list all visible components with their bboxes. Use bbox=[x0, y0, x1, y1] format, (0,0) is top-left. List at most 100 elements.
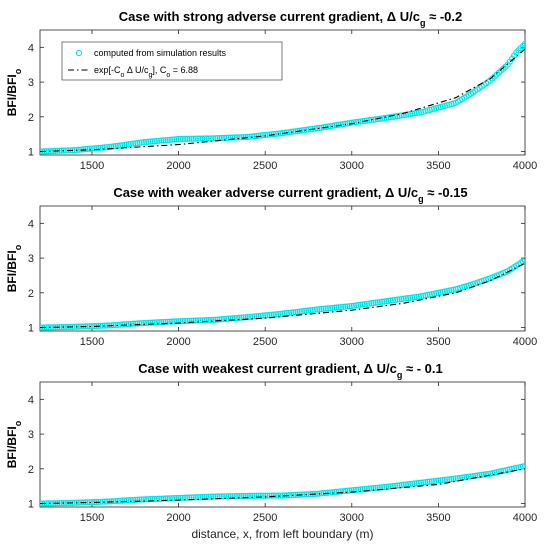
data-point bbox=[227, 315, 234, 322]
data-point bbox=[197, 494, 204, 501]
data-point bbox=[359, 486, 366, 493]
data-point bbox=[197, 135, 204, 142]
data-point bbox=[127, 320, 135, 328]
data-point bbox=[223, 134, 230, 141]
data-point bbox=[151, 495, 158, 503]
data-point bbox=[236, 134, 243, 141]
data-point bbox=[192, 317, 199, 324]
data-point bbox=[240, 492, 247, 500]
x-tick-label: 3500 bbox=[426, 160, 450, 172]
data-point bbox=[190, 135, 197, 142]
data-point bbox=[381, 115, 388, 122]
x-tick-label: 2000 bbox=[166, 512, 190, 524]
data-point bbox=[327, 489, 334, 496]
data-point bbox=[186, 135, 193, 142]
data-point bbox=[80, 146, 87, 153]
data-point bbox=[95, 144, 102, 152]
data-point bbox=[394, 482, 401, 489]
data-point bbox=[439, 476, 446, 484]
data-point bbox=[140, 139, 148, 146]
data-point bbox=[396, 482, 403, 489]
data-point bbox=[413, 293, 420, 300]
data-point bbox=[480, 471, 487, 478]
data-point bbox=[242, 133, 249, 141]
data-point bbox=[134, 320, 141, 327]
data-point bbox=[119, 321, 126, 328]
data-point bbox=[147, 319, 154, 326]
data-point bbox=[340, 303, 347, 310]
data-point bbox=[409, 480, 416, 487]
data-point bbox=[467, 473, 474, 480]
legend-box bbox=[61, 41, 283, 81]
data-point bbox=[214, 316, 221, 323]
y-tick-label: 1 bbox=[28, 323, 34, 335]
data-point bbox=[465, 473, 472, 480]
data-point bbox=[385, 114, 392, 121]
data-point bbox=[311, 306, 319, 313]
data-point bbox=[259, 492, 267, 499]
data-point bbox=[363, 117, 371, 124]
data-point bbox=[391, 296, 399, 304]
data-point bbox=[127, 140, 135, 148]
data-point bbox=[363, 485, 371, 492]
data-point bbox=[383, 298, 390, 305]
data-point bbox=[153, 137, 161, 145]
data-point bbox=[391, 113, 399, 120]
data-point bbox=[381, 298, 388, 305]
data-point bbox=[292, 308, 299, 316]
data-point bbox=[337, 488, 345, 495]
data-point bbox=[190, 317, 197, 324]
series-exp-fit-line bbox=[40, 262, 525, 329]
data-point bbox=[210, 135, 217, 142]
data-point bbox=[409, 110, 416, 117]
data-point bbox=[251, 492, 258, 499]
data-point bbox=[212, 493, 219, 500]
data-point bbox=[184, 317, 191, 325]
data-point bbox=[398, 481, 405, 489]
data-point bbox=[374, 299, 381, 306]
data-point bbox=[396, 296, 403, 303]
data-point bbox=[130, 496, 137, 504]
data-point bbox=[361, 485, 368, 493]
data-point bbox=[181, 135, 189, 142]
data-point bbox=[201, 317, 208, 324]
data-point bbox=[201, 135, 208, 142]
data-point bbox=[134, 139, 141, 147]
data-point bbox=[205, 135, 212, 142]
data-point bbox=[342, 487, 349, 495]
data-point bbox=[270, 130, 277, 138]
series-exp-fit-line bbox=[40, 48, 525, 153]
data-point bbox=[337, 121, 345, 128]
data-point bbox=[428, 478, 435, 485]
data-point bbox=[147, 138, 154, 145]
data-point bbox=[324, 305, 332, 312]
y-axis-label: BFI/BFIo bbox=[5, 68, 23, 116]
data-point bbox=[164, 495, 171, 502]
data-point bbox=[329, 122, 336, 129]
data-point bbox=[329, 489, 336, 496]
y-tick-label: 4 bbox=[28, 42, 34, 54]
data-point bbox=[316, 490, 323, 497]
data-point bbox=[404, 111, 412, 118]
data-point bbox=[177, 318, 184, 325]
data-point bbox=[413, 480, 420, 487]
data-point bbox=[322, 123, 329, 130]
data-point bbox=[151, 319, 158, 326]
data-point bbox=[448, 475, 455, 483]
data-point bbox=[220, 134, 228, 141]
data-point bbox=[179, 494, 186, 501]
data-point bbox=[184, 135, 191, 142]
data-point bbox=[301, 307, 308, 315]
data-point bbox=[394, 113, 401, 120]
chart-panel-3: Case with weakest current gradient, Δ U/… bbox=[5, 361, 537, 541]
data-point bbox=[186, 317, 193, 324]
data-point bbox=[242, 314, 249, 321]
data-point bbox=[147, 496, 154, 503]
x-tick-label: 2000 bbox=[166, 336, 190, 348]
data-point bbox=[381, 483, 388, 491]
data-point bbox=[366, 300, 373, 307]
data-point bbox=[288, 309, 295, 316]
data-point bbox=[417, 479, 425, 486]
data-point bbox=[119, 497, 126, 504]
data-point bbox=[86, 499, 93, 506]
